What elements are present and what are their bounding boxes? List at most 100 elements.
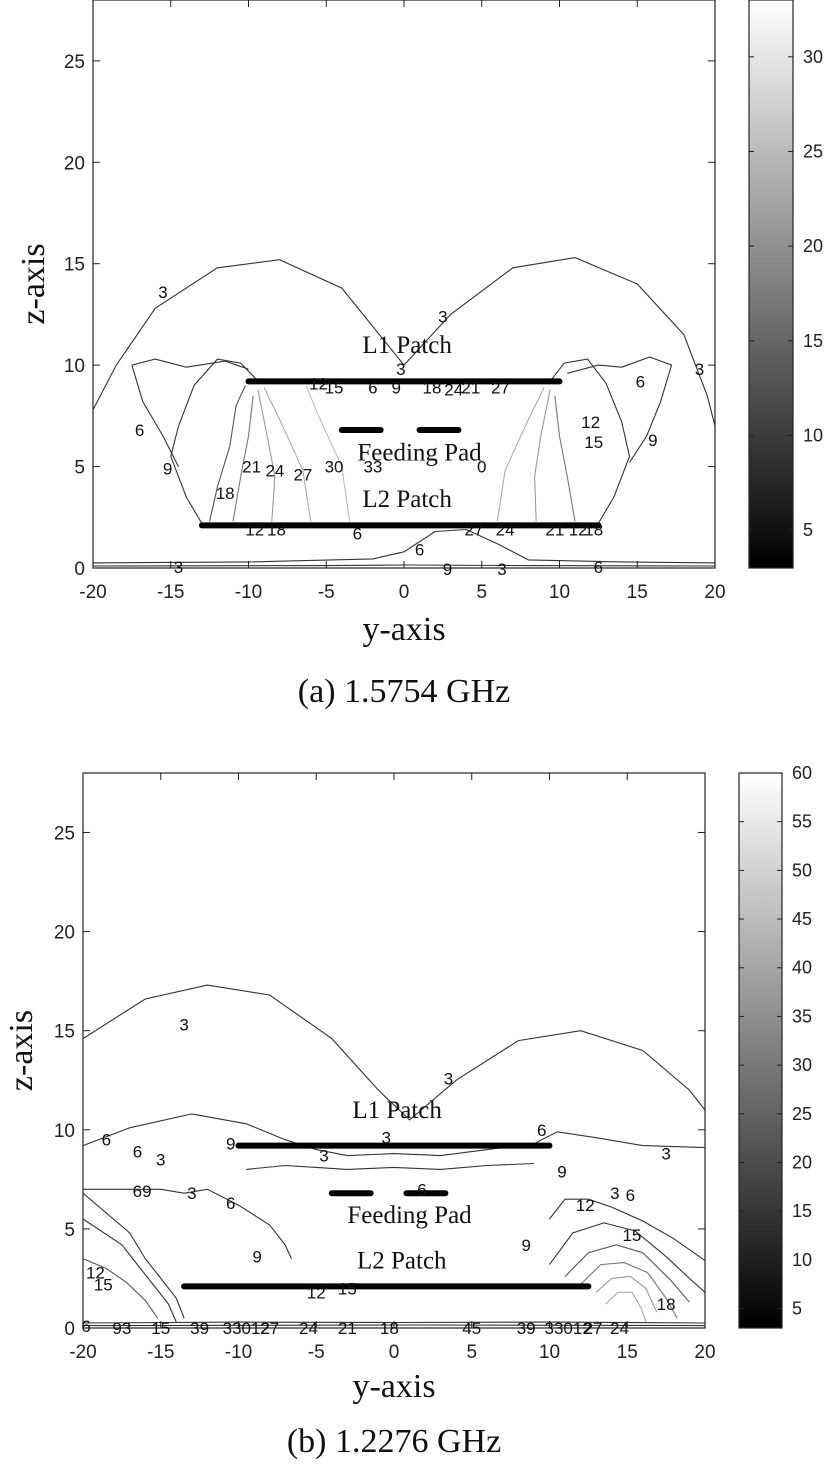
structure-label: Feeding Pad — [357, 439, 482, 466]
colorbar-tick-label: 20 — [803, 236, 823, 256]
x-tick-label: -20 — [69, 1342, 96, 1363]
contour-label: 3 — [497, 560, 506, 579]
contour-line — [131, 358, 249, 467]
x-tick-label: -10 — [225, 1342, 252, 1363]
x-tick-label: 10 — [549, 582, 570, 603]
x-tick-label: -5 — [308, 1342, 325, 1363]
contour-label: 6 — [81, 1317, 90, 1336]
x-axis-label: y-axis — [352, 1368, 435, 1405]
contour-label: 27 — [465, 520, 484, 539]
x-tick-label: 20 — [704, 582, 725, 603]
contour-label: 3 — [444, 1069, 453, 1088]
colorbar-tick-label: 25 — [803, 141, 823, 161]
contour-label: 6 — [636, 372, 645, 391]
y-tick-label: 15 — [64, 255, 85, 276]
contour-label: 3 — [661, 1145, 670, 1164]
y-axis-label: z-axis — [15, 243, 52, 324]
contour-label: 3 — [381, 1129, 390, 1148]
y-axis-label: z-axis — [3, 1010, 40, 1091]
contour-line — [263, 387, 312, 522]
contour-label: 24 — [265, 462, 284, 481]
contour-label: 12 — [576, 1196, 595, 1215]
contour-label: 27 — [293, 466, 312, 485]
contour-label: 18 — [380, 1319, 399, 1338]
contour-label: 3 — [396, 360, 405, 379]
contour-label: 9 — [443, 560, 452, 579]
contour-label: 3 — [610, 1184, 619, 1203]
contour-label: 24 — [444, 380, 463, 399]
contour-label: 27 — [491, 378, 510, 397]
contour-label: 9 — [252, 1248, 261, 1267]
contour-line — [92, 257, 716, 427]
figure-caption: (a) 1.5754 GHz — [298, 673, 510, 710]
y-tick-label: 25 — [64, 52, 85, 73]
colorbar-tick-label: 5 — [792, 1299, 802, 1319]
contour-label: 24 — [496, 520, 515, 539]
colorbar-tick-label: 20 — [792, 1152, 812, 1172]
contour-label: 12 — [581, 413, 600, 432]
structure-label: L1 Patch — [352, 1097, 442, 1124]
contour-label: 12 — [569, 520, 588, 539]
contour-label: 69 — [133, 1182, 152, 1201]
contour-label: 12 — [86, 1264, 105, 1283]
x-tick-label: 5 — [466, 1342, 477, 1363]
contour-label: 3 — [187, 1184, 196, 1203]
x-tick-label: 20 — [694, 1342, 715, 1363]
colorbar-tick-label: 50 — [792, 860, 812, 880]
contour-line — [549, 1198, 706, 1262]
colorbar-tick-label: 30 — [792, 1055, 812, 1075]
contour-label: 39 — [190, 1319, 209, 1338]
y-tick-label: 15 — [54, 1022, 75, 1043]
contour-label: 18 — [584, 520, 603, 539]
contour-line — [595, 1275, 658, 1313]
contour-line — [246, 1162, 535, 1170]
contour-line — [82, 1192, 185, 1319]
contour-label: 6 — [368, 378, 377, 397]
contour-label: 9 — [648, 431, 657, 450]
contour-label: 9 — [226, 1135, 235, 1154]
contour-label: 33012 — [223, 1319, 270, 1338]
x-tick-label: 15 — [617, 1342, 638, 1363]
contour-label: 3 — [158, 283, 167, 302]
y-tick-label: 20 — [54, 923, 75, 944]
contour-label: 27 — [584, 1319, 603, 1338]
colorbar-tick-label: 30 — [803, 47, 823, 67]
contour-label: 18 — [216, 484, 235, 503]
contour-line — [82, 1218, 177, 1323]
contour-label: 6 — [102, 1131, 111, 1150]
contour-label: 6 — [135, 421, 144, 440]
x-tick-label: -5 — [318, 582, 335, 603]
x-axis-label: y-axis — [362, 611, 445, 648]
contour-line — [82, 1113, 706, 1157]
contour-line — [554, 395, 576, 522]
y-tick-label: 0 — [64, 1319, 75, 1340]
colorbar-tick-label: 15 — [803, 331, 823, 351]
contour-line — [170, 358, 257, 524]
contour-line — [534, 389, 551, 522]
x-tick-label: 0 — [389, 1342, 400, 1363]
contour-label: 9 — [521, 1236, 530, 1255]
contour-line — [549, 1222, 706, 1293]
contour-label: 33012 — [545, 1319, 592, 1338]
contour-label: 18 — [657, 1295, 676, 1314]
x-tick-label: -15 — [147, 1342, 174, 1363]
colorbar-tick-label: 10 — [792, 1250, 812, 1270]
contour-label: 12 — [309, 374, 328, 393]
colorbar-tick-label: 10 — [803, 425, 823, 445]
colorbar-tick-label: 15 — [792, 1201, 812, 1221]
y-tick-label: 20 — [64, 153, 85, 174]
colorbar-tick-label: 35 — [792, 1006, 812, 1026]
y-tick-label: 5 — [74, 458, 85, 479]
contour-label: 24 — [299, 1319, 318, 1338]
x-tick-label: -20 — [79, 582, 106, 603]
contour-label: 6 — [594, 558, 603, 577]
contour-line — [496, 387, 545, 522]
contour-line — [305, 385, 351, 522]
contour-label: 93 — [112, 1319, 131, 1338]
contour-line — [209, 385, 246, 522]
contour-line — [92, 528, 716, 564]
contour-label: 3 — [174, 558, 183, 577]
x-tick-label: 0 — [399, 582, 410, 603]
y-tick-label: 10 — [64, 356, 85, 377]
contour-label: 30 — [325, 458, 344, 477]
